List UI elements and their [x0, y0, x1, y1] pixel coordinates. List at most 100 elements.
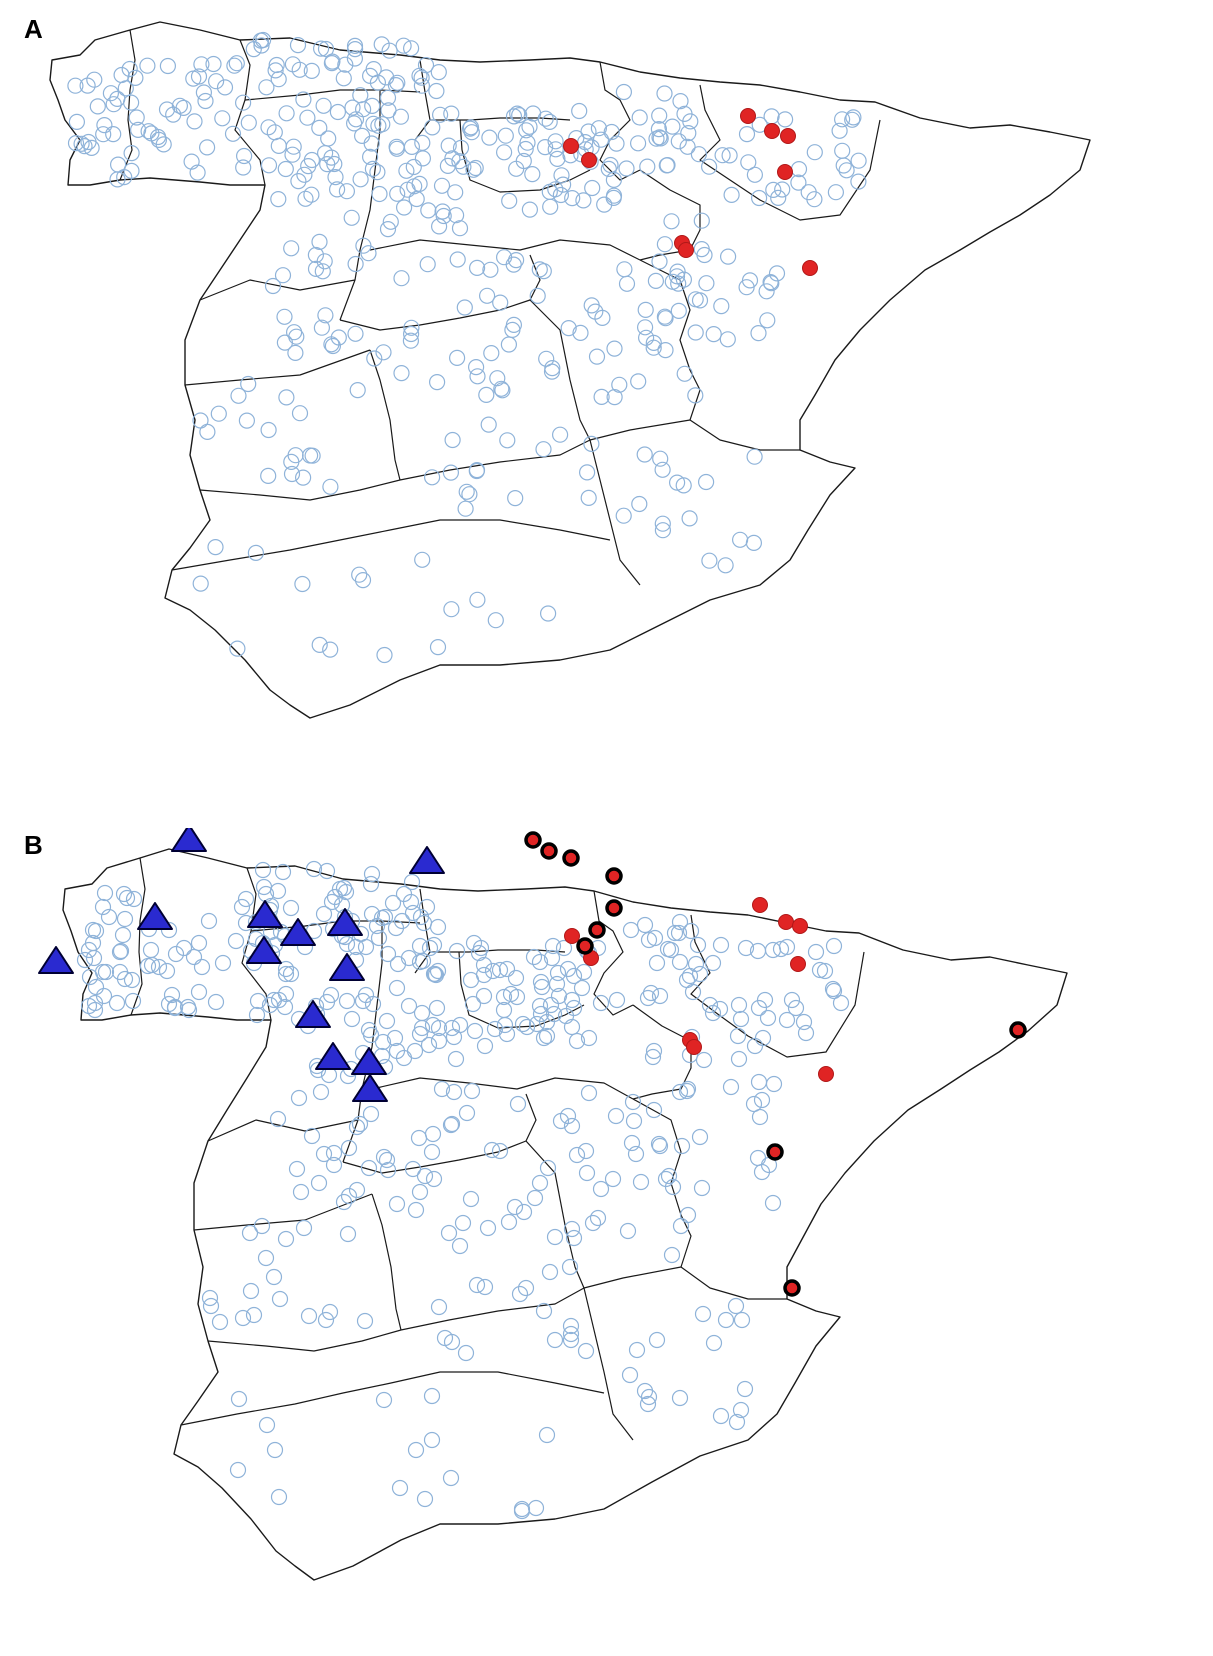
sample-site-marker	[644, 1048, 662, 1066]
sample-site-marker	[679, 1080, 697, 1098]
sample-site-marker	[200, 912, 218, 930]
sample-site-marker	[67, 135, 85, 152]
sample-site-marker	[700, 158, 718, 175]
region-border	[690, 914, 865, 1058]
sample-site-marker	[389, 185, 406, 202]
red-site-marker	[581, 152, 597, 168]
sample-site-marker	[571, 102, 588, 120]
sample-site-marker	[451, 153, 468, 170]
sample-site-marker	[465, 934, 483, 952]
sample-site-marker	[648, 1331, 666, 1349]
sample-site-marker	[712, 936, 730, 954]
sample-site-marker	[605, 187, 623, 204]
sample-site-marker	[484, 962, 502, 980]
red-site-marker	[564, 928, 580, 944]
sample-site-marker	[728, 1413, 746, 1431]
sample-site-marker	[714, 147, 731, 164]
sample-site-marker	[254, 861, 272, 879]
sample-site-marker	[276, 308, 293, 325]
region-border	[234, 39, 266, 186]
sample-site-marker	[679, 1206, 697, 1224]
red-site-marker	[790, 956, 806, 972]
triangle-site-marker	[295, 1000, 331, 1028]
sample-site-marker	[764, 1194, 782, 1212]
sample-site-marker	[740, 154, 757, 171]
region-border	[632, 1004, 692, 1100]
sample-site-marker	[268, 56, 285, 74]
sample-site-marker	[539, 1159, 557, 1177]
sample-site-marker	[360, 1021, 378, 1039]
sample-site-marker	[338, 935, 356, 953]
sample-site-marker	[759, 1009, 777, 1027]
sample-site-marker	[287, 344, 304, 361]
sample-site-marker	[429, 638, 447, 656]
sample-site-marker	[432, 106, 449, 123]
sample-site-marker	[347, 40, 364, 58]
sample-site-marker	[831, 122, 848, 139]
sample-site-marker	[465, 161, 482, 178]
sample-site-marker	[480, 416, 497, 433]
sample-site-marker	[668, 268, 686, 285]
sample-site-marker	[458, 1104, 476, 1122]
sample-site-marker	[678, 1082, 696, 1100]
sample-site-marker	[469, 259, 486, 276]
sample-site-marker	[544, 360, 561, 377]
red-site-marker	[778, 914, 794, 930]
region-border	[699, 84, 881, 221]
sample-site-marker	[423, 1387, 441, 1405]
sample-site-marker	[380, 102, 397, 119]
sample-site-marker	[260, 157, 278, 174]
sample-site-marker	[486, 1020, 504, 1038]
sample-site-marker	[448, 942, 466, 960]
sample-site-marker	[722, 1078, 740, 1096]
region-border	[180, 1371, 605, 1426]
sample-site-marker	[501, 192, 518, 209]
sample-site-marker	[424, 469, 441, 486]
sample-site-marker	[197, 92, 214, 110]
sample-site-marker	[774, 181, 791, 198]
sample-site-marker	[128, 109, 145, 126]
sample-site-marker	[125, 890, 143, 908]
sample-site-marker	[249, 992, 267, 1010]
sample-site-marker	[518, 122, 535, 139]
sample-site-marker	[376, 646, 393, 664]
sample-site-marker	[502, 985, 520, 1003]
sample-site-marker	[628, 1341, 646, 1359]
sample-site-marker	[565, 999, 583, 1017]
sample-site-marker	[676, 105, 693, 123]
sample-site-marker	[624, 1093, 642, 1111]
sample-site-marker	[806, 191, 823, 208]
sample-site-marker	[673, 1137, 691, 1155]
sample-site-marker	[737, 939, 755, 957]
sample-site-marker	[322, 478, 339, 495]
sample-site-marker	[420, 1036, 438, 1054]
triangle-site-marker	[327, 908, 363, 936]
sample-site-marker	[618, 275, 636, 292]
sample-site-marker	[116, 910, 134, 928]
sample-site-marker	[469, 591, 486, 608]
region-border	[371, 1077, 634, 1100]
sample-site-marker	[671, 1389, 689, 1407]
sample-site-marker	[640, 1388, 658, 1406]
sample-site-marker	[535, 263, 552, 280]
sample-site-marker	[373, 36, 390, 53]
sample-site-marker	[568, 1032, 586, 1050]
sample-site-marker	[271, 1290, 289, 1308]
sample-site-marker	[452, 139, 470, 156]
red-site-marker	[792, 918, 808, 934]
sample-site-marker	[94, 963, 112, 981]
sample-site-marker	[704, 954, 722, 972]
sample-site-marker	[824, 980, 842, 998]
sample-site-marker	[227, 932, 245, 950]
sample-site-marker	[305, 860, 323, 878]
sample-site-marker	[274, 863, 292, 881]
region-border	[119, 29, 136, 181]
sample-site-marker	[315, 1145, 333, 1163]
sample-site-marker	[816, 962, 834, 980]
sample-site-marker	[498, 960, 516, 978]
sample-site-marker	[681, 510, 698, 527]
sample-site-marker	[555, 939, 573, 957]
sample-site-marker	[776, 111, 794, 128]
sample-site-marker	[577, 1342, 595, 1360]
sample-site-marker	[704, 1004, 722, 1022]
